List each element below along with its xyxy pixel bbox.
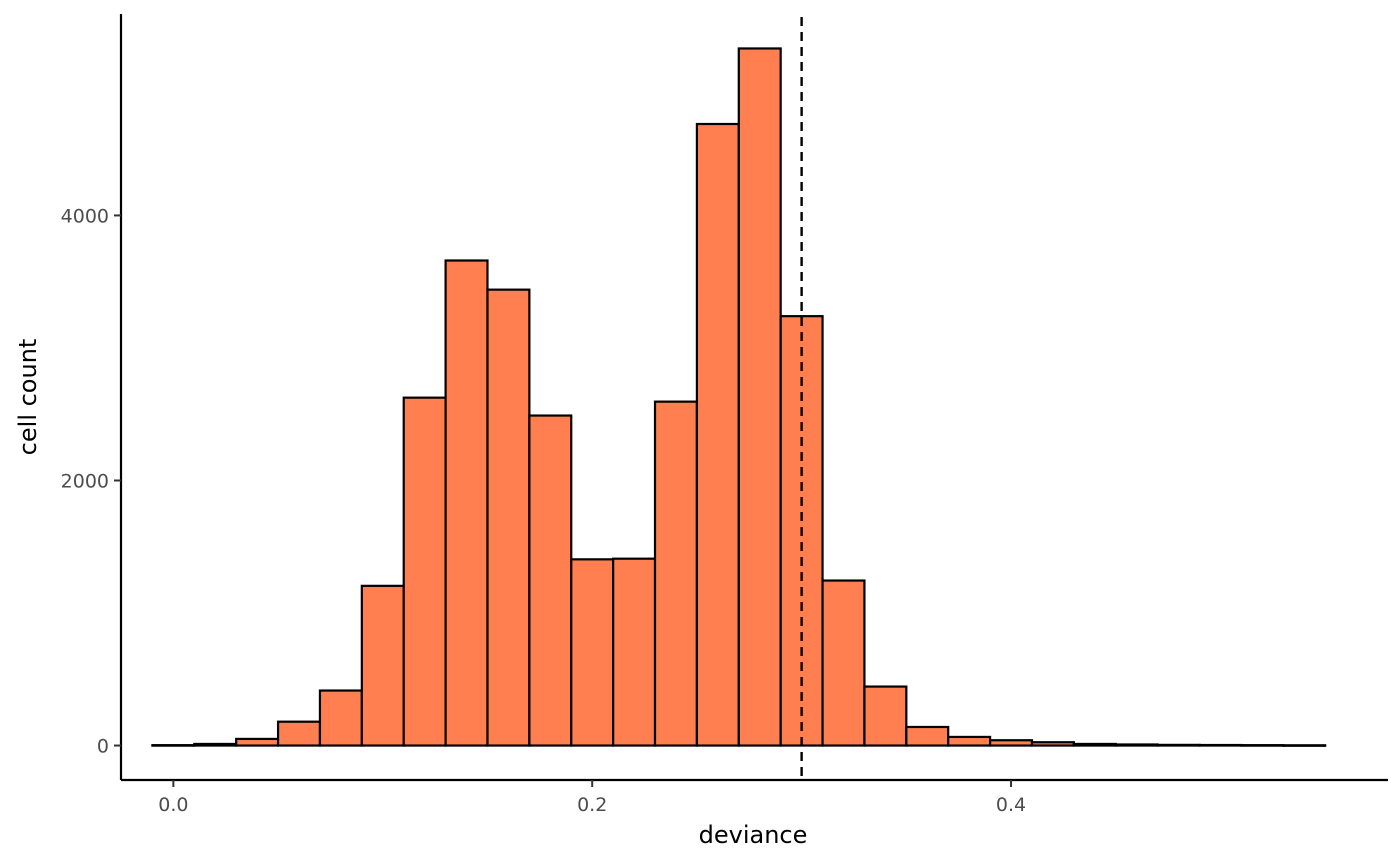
histogram-bar: [695, 122, 740, 747]
histogram-bar: [570, 558, 615, 747]
histogram-bars: [151, 47, 1327, 747]
y-tick-label: 2000: [61, 470, 109, 492]
histogram-bar: [947, 735, 992, 747]
histogram-bar: [402, 396, 447, 747]
histogram-bar: [444, 259, 489, 747]
histogram-bar: [1072, 742, 1117, 747]
histogram-bar: [988, 739, 1034, 747]
histogram-bar: [737, 47, 782, 747]
y-axis-title: cell count: [14, 339, 42, 456]
histogram-bar: [151, 744, 196, 747]
histogram-bar: [612, 557, 657, 747]
histogram-bar: [528, 414, 573, 747]
histogram-bar: [235, 737, 280, 747]
histogram-bar: [653, 400, 699, 747]
histogram-bar: [1114, 743, 1159, 747]
histogram-bar: [276, 720, 322, 747]
histogram-bar: [821, 579, 866, 747]
x-tick-label: 0.4: [996, 794, 1026, 816]
histogram-bar: [1282, 744, 1327, 747]
histogram-bar: [863, 685, 908, 747]
histogram-bar: [1198, 743, 1243, 747]
histogram-bar: [1030, 741, 1075, 747]
x-axis-title: deviance: [699, 821, 808, 849]
histogram-bar: [193, 742, 238, 747]
x-tick-label: 0.0: [158, 794, 188, 816]
x-axis-ticks: 0.0 0.2 0.4: [158, 780, 1026, 816]
histogram-bar: [486, 288, 531, 747]
y-tick-label: 4000: [61, 205, 109, 227]
histogram-bar: [1156, 743, 1201, 747]
histogram-bar: [905, 725, 950, 747]
y-tick-label: 0: [97, 736, 109, 758]
histogram-bar: [360, 584, 405, 747]
y-axis-ticks: 0 2000 4000: [61, 205, 121, 758]
histogram-bar: [1240, 744, 1285, 747]
x-tick-label: 0.2: [577, 794, 607, 816]
histogram-bar: [318, 689, 363, 747]
